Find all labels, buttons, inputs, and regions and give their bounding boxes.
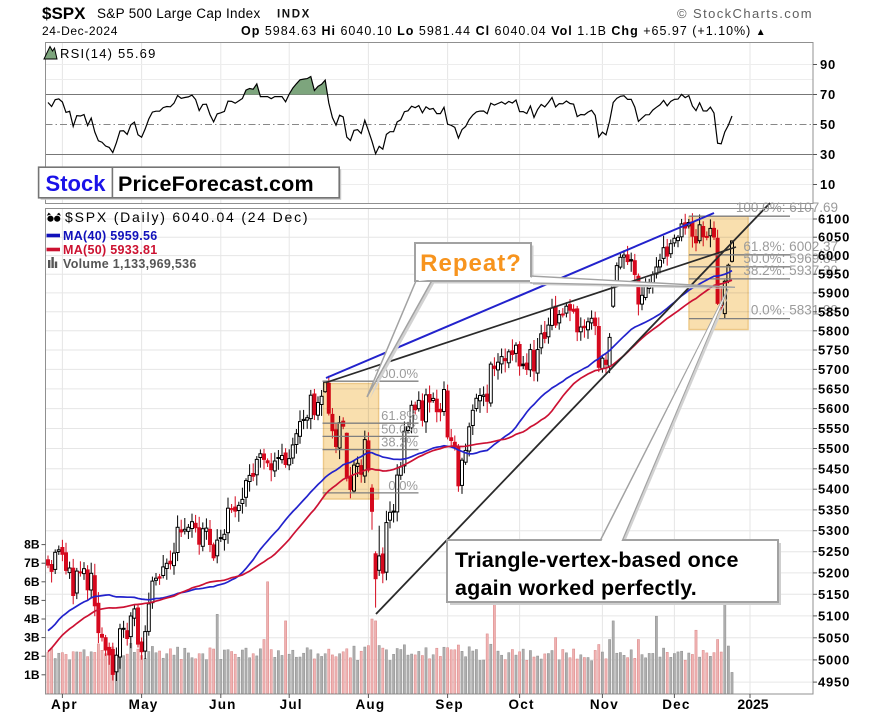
svg-text:0.0%: 5831.99: 0.0%: 5831.99 [751, 303, 838, 318]
svg-text:S&P 500 Large Cap Index: S&P 500 Large Cap Index [97, 6, 261, 21]
svg-text:PriceForecast.com: PriceForecast.com [118, 172, 314, 196]
svg-text:7B: 7B [24, 556, 40, 570]
svg-text:INDX: INDX [277, 9, 311, 21]
svg-text:5200: 5200 [818, 565, 850, 580]
svg-text:Dec: Dec [662, 697, 690, 712]
svg-text:Triangle-vertex-based once: Triangle-vertex-based once [455, 548, 739, 572]
svg-text:MA(40) 5959.56: MA(40) 5959.56 [63, 229, 158, 243]
svg-text:0.0%: 0.0% [388, 478, 418, 493]
svg-text:May: May [129, 697, 159, 712]
svg-text:Repeat?: Repeat? [420, 250, 522, 277]
svg-text:90: 90 [820, 57, 836, 72]
svg-text:MA(50) 5933.81: MA(50) 5933.81 [63, 243, 158, 257]
svg-text:Oct: Oct [509, 697, 535, 712]
svg-text:30: 30 [820, 147, 836, 162]
svg-text:Stock: Stock [46, 171, 107, 196]
svg-text:Apr: Apr [51, 697, 78, 712]
svg-text:5750: 5750 [818, 343, 850, 358]
svg-text:10: 10 [820, 177, 836, 192]
svg-text:Op 5984.63 Hi 6040.10 Lo 598: Op 5984.63 Hi 6040.10 Lo 5981.44 Cl 6040… [241, 24, 767, 38]
svg-text:$SPX: $SPX [42, 4, 86, 23]
svg-text:5900: 5900 [818, 285, 850, 300]
svg-text:3B: 3B [24, 631, 40, 645]
svg-text:Sep: Sep [435, 697, 463, 712]
svg-text:5950: 5950 [818, 267, 850, 282]
svg-text:5150: 5150 [818, 587, 850, 602]
svg-text:5550: 5550 [818, 421, 850, 436]
svg-text:5450: 5450 [818, 461, 850, 476]
svg-text:50.0%: 5969.84: 50.0%: 5969.84 [743, 251, 838, 266]
svg-text:5000: 5000 [818, 652, 850, 667]
svg-text:5B: 5B [24, 593, 40, 607]
svg-text:Aug: Aug [355, 697, 385, 712]
svg-text:5850: 5850 [818, 304, 850, 319]
svg-text:4B: 4B [24, 612, 40, 626]
svg-text:$SPX (Daily) 6040.04 (24 Dec): $SPX (Daily) 6040.04 (24 Dec) [65, 209, 309, 225]
svg-text:Nov: Nov [590, 697, 619, 712]
svg-text:8B: 8B [24, 538, 40, 552]
svg-text:61.8%: 61.8% [381, 408, 418, 423]
svg-text:5100: 5100 [818, 608, 850, 623]
svg-text:5600: 5600 [818, 401, 850, 416]
svg-text:again worked perfectly.: again worked perfectly. [455, 576, 697, 600]
svg-text:61.8%: 6002.37: 61.8%: 6002.37 [743, 239, 838, 254]
svg-text:6100: 6100 [818, 212, 850, 227]
svg-text:38.2%: 38.2% [381, 435, 418, 450]
svg-text:RSI(14) 55.69: RSI(14) 55.69 [60, 46, 157, 61]
svg-text:5500: 5500 [818, 441, 850, 456]
svg-text:Volume 1,133,969,536: Volume 1,133,969,536 [63, 257, 197, 271]
svg-text:5650: 5650 [818, 381, 850, 396]
svg-text:© StockCharts.com: © StockCharts.com [677, 6, 813, 21]
svg-text:5300: 5300 [818, 523, 850, 538]
svg-text:2025: 2025 [737, 696, 768, 712]
svg-text:70: 70 [820, 87, 836, 102]
svg-text:5700: 5700 [818, 362, 850, 377]
svg-text:6050: 6050 [818, 230, 850, 245]
svg-text:2B: 2B [24, 649, 40, 663]
svg-text:5250: 5250 [818, 544, 850, 559]
svg-text:5350: 5350 [818, 502, 850, 517]
svg-text:6000: 6000 [818, 248, 850, 263]
svg-text:4950: 4950 [818, 675, 850, 690]
svg-text:Jun: Jun [209, 697, 237, 712]
svg-text:50: 50 [820, 117, 836, 132]
svg-text:1B: 1B [24, 668, 40, 682]
svg-text:50.0%: 50.0% [381, 421, 418, 436]
svg-text:24-Dec-2024: 24-Dec-2024 [42, 24, 118, 38]
svg-text:5800: 5800 [818, 323, 850, 338]
svg-text:5050: 5050 [818, 630, 850, 645]
svg-text:5400: 5400 [818, 482, 850, 497]
svg-text:100.0%: 6107.69: 100.0%: 6107.69 [736, 200, 838, 215]
svg-text:Jul: Jul [280, 697, 303, 712]
svg-text:6B: 6B [24, 575, 40, 589]
